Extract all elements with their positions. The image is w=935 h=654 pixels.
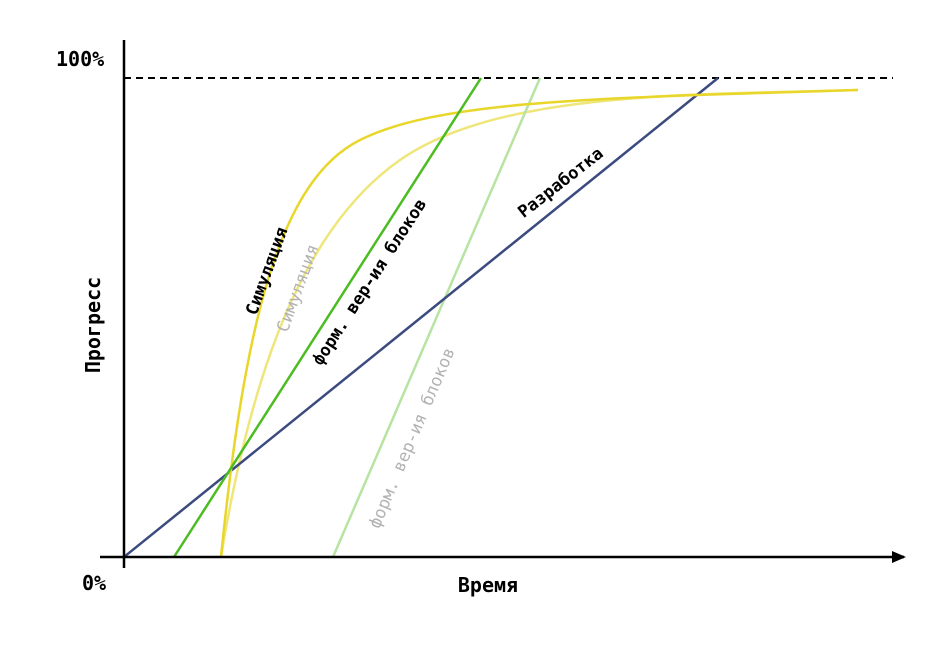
y-axis-100-label: 100% [56,47,104,71]
y-axis-0-label: 0% [82,571,106,595]
curve-formal-verification-bright [172,77,483,558]
curve-formal-verification-faint [331,77,542,558]
curve-simulation-bright [219,88,859,558]
curve-development [123,77,719,558]
y-axis-title: Прогресс [81,277,105,373]
label-formal-verification-bright: форм. вер-ия блоков [308,195,431,369]
x-axis-title: Время [458,573,518,597]
label-development: Разработка [514,144,607,223]
curve-simulation-faint [219,88,859,558]
